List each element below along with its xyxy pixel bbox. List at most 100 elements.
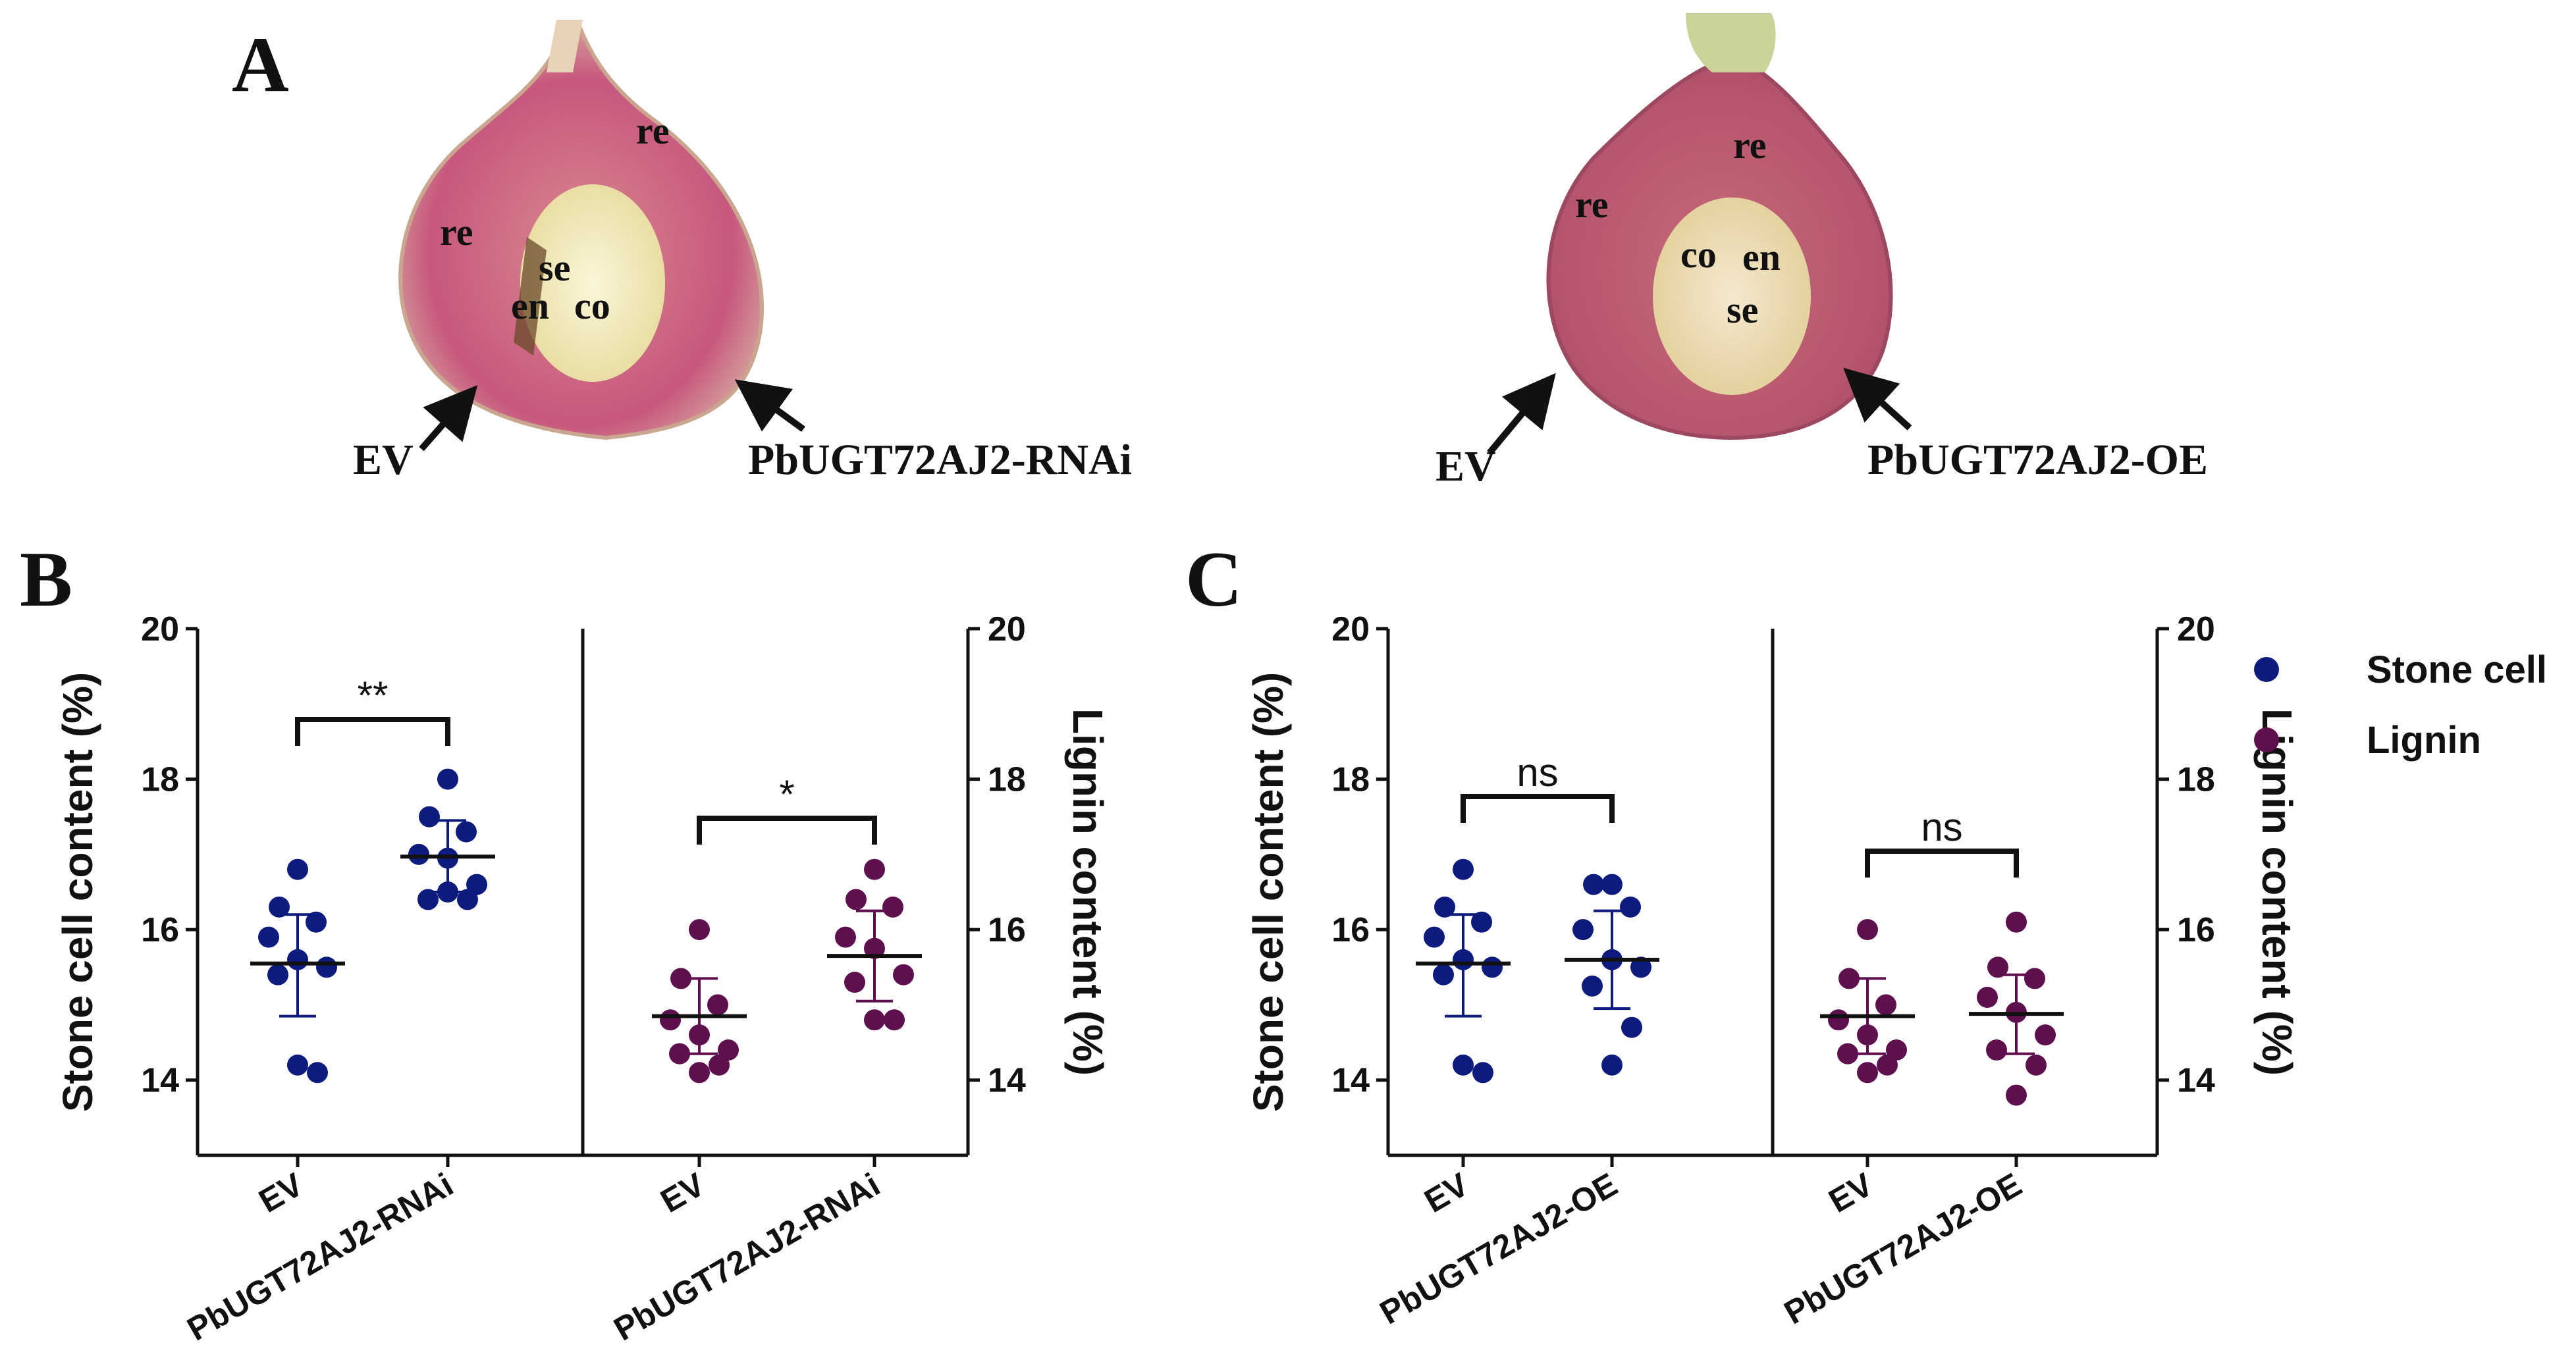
panel-letter: C bbox=[1185, 535, 1243, 623]
x-tick-label: EV bbox=[253, 1166, 309, 1220]
data-point bbox=[1583, 874, 1604, 895]
panel-letter: B bbox=[20, 535, 72, 623]
data-point bbox=[1424, 926, 1445, 948]
data-point bbox=[689, 1024, 710, 1046]
y-tick-label-left: 14 bbox=[1331, 1062, 1370, 1100]
y-tick-label-right: 20 bbox=[2177, 610, 2215, 648]
fruit-photo-rnai: re re se en co bbox=[398, 20, 764, 440]
data-point bbox=[456, 821, 477, 843]
fruit-stem-rnai bbox=[547, 20, 583, 72]
data-point bbox=[1621, 1016, 1642, 1038]
x-tick-label: PbUGT72AJ2-OE bbox=[1374, 1166, 1623, 1331]
data-point bbox=[1875, 994, 1896, 1016]
tissue-label: se bbox=[539, 246, 570, 289]
data-point bbox=[689, 1062, 710, 1084]
data-point bbox=[864, 1009, 885, 1031]
y-tick-label-left: 18 bbox=[1331, 761, 1370, 799]
data-point bbox=[287, 949, 308, 970]
arrow-oe bbox=[1843, 367, 1912, 431]
significance-label: * bbox=[779, 772, 794, 816]
data-point bbox=[718, 1039, 739, 1061]
significance-bracket bbox=[1865, 849, 2019, 878]
data-point bbox=[1472, 1062, 1493, 1084]
legend: Stone cell Lignin bbox=[2254, 648, 2547, 762]
y-tick-label-right: 14 bbox=[988, 1062, 1026, 1100]
y-tick-label-left: 20 bbox=[141, 610, 179, 648]
x-tick-label: EV bbox=[1418, 1166, 1475, 1220]
y-tick-label-right: 18 bbox=[988, 761, 1026, 799]
data-point bbox=[669, 1043, 690, 1064]
data-point bbox=[1986, 1039, 2007, 1061]
data-point bbox=[1620, 896, 1641, 918]
data-point bbox=[845, 889, 867, 910]
significance-label: ns bbox=[1516, 750, 1558, 795]
y-tick-label-right: 14 bbox=[2177, 1062, 2215, 1100]
arrow-ev-rnai bbox=[419, 384, 478, 452]
data-point bbox=[1857, 1024, 1878, 1046]
data-point bbox=[1838, 968, 1860, 989]
fruit-photo-oe: re re co en se bbox=[1546, 13, 1893, 440]
data-point bbox=[1453, 1054, 1474, 1076]
y-axis-title-right: Lignin content (%) bbox=[1064, 708, 1112, 1076]
y-tick-label-left: 16 bbox=[1331, 911, 1370, 949]
data-point bbox=[1433, 964, 1454, 985]
data-point bbox=[287, 1054, 308, 1076]
tissue-label: re bbox=[440, 211, 473, 253]
significance-bracket bbox=[295, 717, 450, 746]
significance-label: ** bbox=[358, 673, 389, 718]
data-point bbox=[1582, 975, 1603, 997]
data-point bbox=[269, 896, 290, 918]
data-point bbox=[1987, 957, 2008, 978]
legend-marker-lignin bbox=[2254, 727, 2279, 752]
data-point bbox=[316, 957, 337, 978]
data-point bbox=[1601, 874, 1623, 895]
arrow-label-ev-right: EV bbox=[1436, 442, 1496, 490]
data-point bbox=[835, 926, 856, 948]
data-point bbox=[408, 843, 429, 865]
tissue-label: en bbox=[511, 284, 549, 327]
y-tick-label-right: 16 bbox=[2177, 911, 2215, 949]
data-point bbox=[419, 806, 440, 827]
fruit-stem-oe bbox=[1686, 13, 1776, 72]
x-tick-label: PbUGT72AJ2-OE bbox=[1778, 1166, 2027, 1331]
data-point bbox=[1572, 919, 1594, 941]
data-point bbox=[466, 874, 487, 895]
data-point bbox=[670, 968, 691, 989]
tissue-label: en bbox=[1742, 236, 1781, 278]
data-point bbox=[267, 964, 288, 985]
data-point bbox=[1857, 1062, 1878, 1084]
data-point bbox=[893, 964, 914, 985]
data-point bbox=[2024, 968, 2045, 989]
data-point bbox=[1601, 1054, 1623, 1076]
arrow-ev-oe bbox=[1487, 373, 1556, 456]
tissue-label: re bbox=[1733, 124, 1766, 167]
data-point bbox=[660, 1009, 681, 1031]
data-point bbox=[1877, 1054, 1898, 1076]
y-tick-label-left: 20 bbox=[1331, 610, 1370, 648]
tissue-label: re bbox=[1575, 183, 1608, 226]
fruit-core-rnai bbox=[520, 184, 665, 382]
panel-a-letter: A bbox=[232, 20, 289, 108]
tissue-label: se bbox=[1727, 288, 1758, 331]
y-axis-title-right: Lignin content (%) bbox=[2253, 708, 2301, 1076]
arrow-rnai bbox=[734, 379, 805, 433]
tissue-label: re bbox=[636, 109, 669, 152]
data-point bbox=[307, 1062, 328, 1084]
data-point bbox=[2006, 911, 2027, 933]
chart-panel-c: C 14 14 16 16 18 18 20 20 Stone cell content (%) L… bbox=[1185, 535, 2301, 1331]
data-point bbox=[417, 889, 439, 910]
data-point bbox=[457, 889, 478, 910]
y-tick-label-left: 18 bbox=[141, 761, 179, 799]
x-tick-label: PbUGT72AJ2-RNAi bbox=[608, 1166, 886, 1348]
x-tick-label: PbUGT72AJ2-RNAi bbox=[181, 1166, 460, 1348]
x-tick-label: EV bbox=[1823, 1166, 1879, 1220]
data-point bbox=[287, 858, 308, 880]
data-point bbox=[1630, 957, 1651, 978]
data-point bbox=[1434, 896, 1455, 918]
data-point bbox=[884, 1009, 905, 1031]
y-tick-label-right: 16 bbox=[988, 911, 1026, 949]
tissue-label: co bbox=[574, 284, 610, 327]
data-point bbox=[1977, 987, 1998, 1008]
data-point bbox=[1482, 957, 1503, 978]
data-point bbox=[689, 919, 710, 941]
